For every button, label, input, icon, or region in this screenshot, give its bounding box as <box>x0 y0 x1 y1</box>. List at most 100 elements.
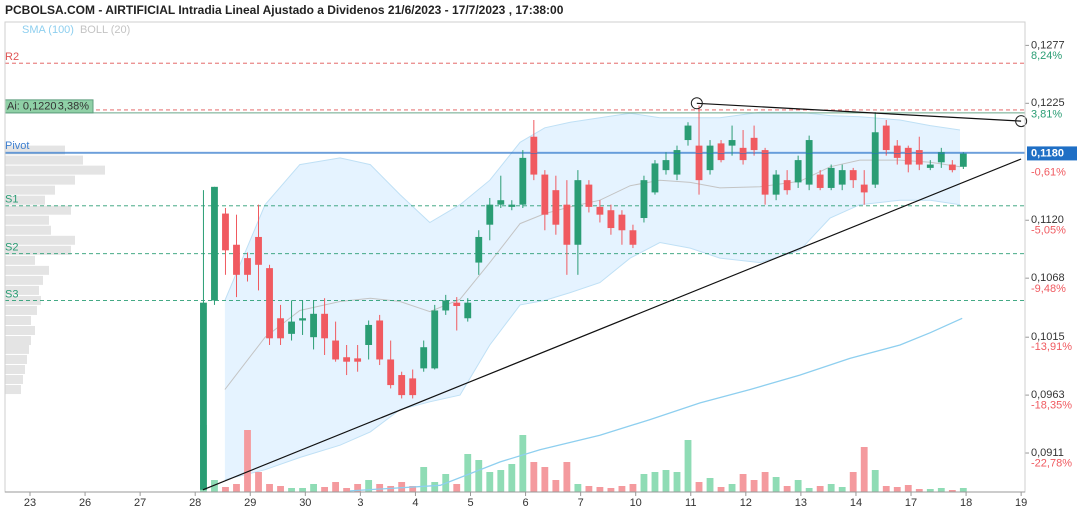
x-tick-label: 7 <box>578 497 584 509</box>
volume-bar <box>453 484 461 492</box>
volume-bar <box>398 482 406 492</box>
volume-bar <box>431 482 439 492</box>
volume-bar <box>541 467 549 492</box>
y2-tick-label: -9,48% <box>1031 283 1066 295</box>
overlay-layer: 23 26 27 28 29 30 3 4 5 6 7 10 11 12 13 14 17 18 19 0,1277 0… <box>4 24 1077 509</box>
candle-body <box>948 164 956 171</box>
candle-body <box>607 210 615 229</box>
candle-body <box>442 300 450 311</box>
legend-entry: SMA (100) <box>22 24 74 36</box>
volume-profile-bar <box>5 245 71 255</box>
volume-bar <box>893 487 901 492</box>
candle-body <box>904 147 912 165</box>
candle-body <box>420 347 428 369</box>
volume-profile-bar <box>5 255 35 265</box>
volume-profile-bar <box>5 215 49 225</box>
candle-body <box>409 378 417 396</box>
volume-bar <box>882 486 890 492</box>
candle-body <box>277 318 284 339</box>
volume-profile-bar <box>5 185 55 195</box>
candle-body <box>574 180 582 245</box>
candle-body <box>640 180 648 219</box>
volume-bar <box>860 447 868 492</box>
candle-body <box>398 375 406 396</box>
candle-body <box>365 324 373 345</box>
band-middle <box>224 159 961 390</box>
volume-bar <box>629 484 637 492</box>
pivot-label: Pivot <box>5 140 29 152</box>
candle-body <box>629 230 637 245</box>
band-lower <box>224 199 961 481</box>
candle-body <box>937 152 945 163</box>
volume-bar <box>299 488 306 492</box>
volume-bar <box>530 462 538 492</box>
x-tick-label: 18 <box>960 497 972 509</box>
y-tick-label: 0,0911 <box>1031 447 1064 459</box>
y-tick-label: 0,1225 <box>1031 97 1065 109</box>
volume-bar <box>211 480 218 492</box>
candle-body <box>299 318 306 321</box>
volume-bar <box>365 480 373 492</box>
volume-bar <box>497 470 505 492</box>
volume-bar <box>772 477 780 492</box>
volume-bar <box>904 485 912 492</box>
volume-bar <box>552 480 560 492</box>
volume-bar <box>244 430 251 492</box>
candle-body <box>772 174 780 195</box>
volume-bar <box>475 460 483 492</box>
volume-profile-bar <box>5 344 29 354</box>
candle-body <box>838 170 846 185</box>
x-tick-label: 29 <box>244 497 256 509</box>
candle-body <box>354 358 362 362</box>
candle-body <box>651 163 659 193</box>
candle-body <box>552 190 560 225</box>
candle-body <box>728 140 736 146</box>
candle-body <box>464 302 472 319</box>
volume-bar <box>310 484 317 492</box>
candle-body <box>959 153 967 167</box>
volume-bar <box>739 474 747 492</box>
candle-body <box>321 313 329 339</box>
y2-tick-label: 8,24% <box>1031 50 1062 62</box>
candle-body <box>453 302 461 307</box>
candle-body <box>530 136 538 175</box>
volume-profile-bar <box>5 354 27 364</box>
candle-body <box>739 147 747 161</box>
candle-body <box>387 359 395 386</box>
candle-body <box>684 125 692 141</box>
volume-bar <box>332 482 340 492</box>
volume-bar <box>376 484 384 492</box>
candle-body <box>310 313 317 338</box>
volume-bar <box>915 489 923 492</box>
volume-bar <box>948 490 956 492</box>
volume-bar <box>838 487 846 492</box>
volume-profile-bar <box>5 145 65 155</box>
y2-tick-label: -5,05% <box>1031 225 1066 237</box>
volume-profile-bar <box>5 275 43 285</box>
volume-profile-bar <box>5 225 51 235</box>
volume-bar <box>288 488 295 492</box>
candle-body <box>794 160 802 183</box>
candle-body <box>211 186 218 301</box>
candle-body <box>849 170 857 181</box>
volume-bar <box>783 486 791 492</box>
candle-body <box>332 340 340 360</box>
candle-body <box>288 321 295 334</box>
y-tick-label: 0,1068 <box>1031 272 1065 284</box>
candle-body <box>915 150 923 165</box>
candle-body <box>893 145 901 158</box>
trendline-marker <box>690 97 703 110</box>
candle-body <box>563 204 571 245</box>
plot-layer <box>200 105 967 492</box>
band-fill <box>224 112 960 480</box>
volume-bar <box>574 484 582 492</box>
volume-bar <box>827 484 835 492</box>
pivot-label: S1 <box>5 194 18 206</box>
candle-body <box>255 236 262 265</box>
x-tick-label: 10 <box>630 497 642 509</box>
candle-body <box>750 137 758 151</box>
volume-profile-bar <box>5 165 105 175</box>
volume-bar <box>805 488 813 492</box>
volume-bar <box>651 472 659 492</box>
